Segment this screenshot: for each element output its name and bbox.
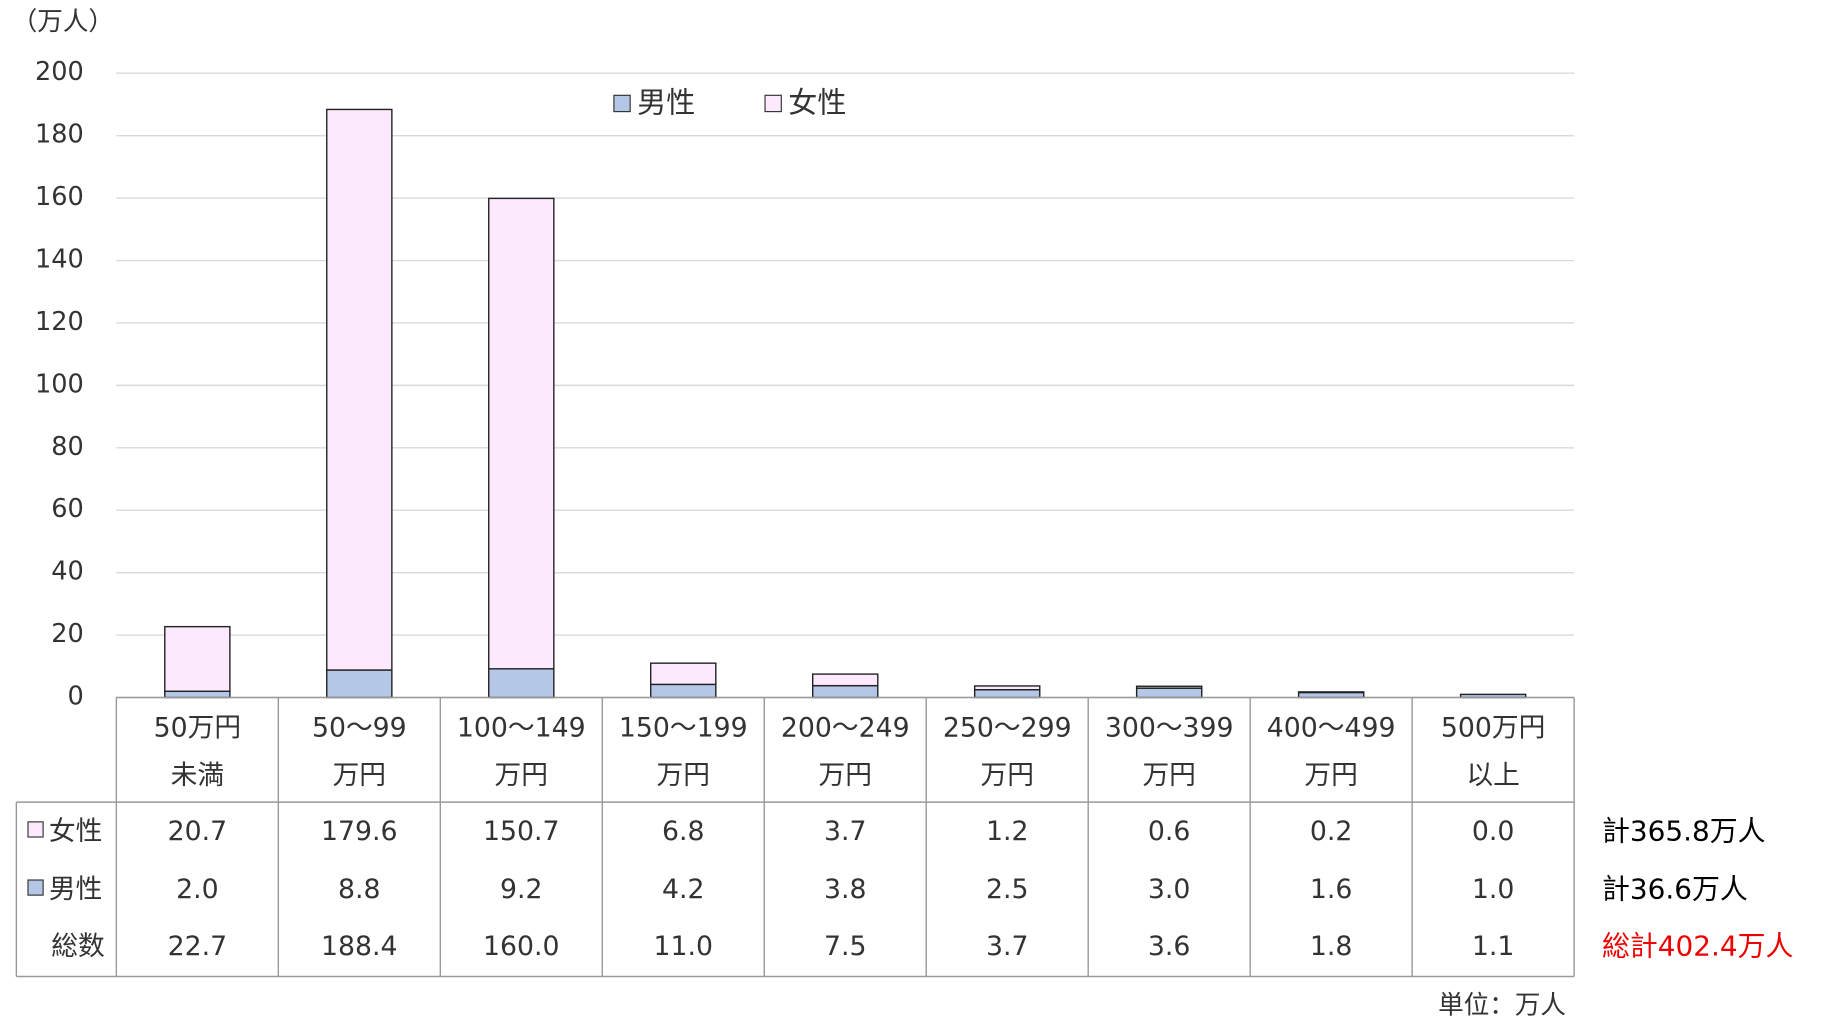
x-tick-label: 万円 — [980, 760, 1033, 791]
y-tick-label: 120 — [35, 307, 84, 337]
bar-segment — [488, 668, 555, 699]
bar-segment — [973, 688, 1041, 699]
table-value: 6.8 — [662, 816, 705, 847]
x-tick-label: 万円 — [1304, 760, 1357, 791]
x-tick-label: 500万円 — [1441, 712, 1545, 743]
x-tick-label: 300～399 — [1105, 712, 1234, 743]
row-total-note: 計36.6万人 — [1602, 872, 1748, 905]
y-tick-label: 20 — [51, 619, 84, 649]
x-tick-label: 250～299 — [943, 712, 1072, 743]
bar-segment — [1135, 687, 1203, 699]
unit-note: 単位：万人 — [1438, 991, 1566, 1021]
x-tick-label: 万円 — [333, 760, 386, 791]
table-value: 1.8 — [1310, 931, 1353, 962]
y-tick-label: 40 — [51, 557, 84, 587]
table-value: 160.0 — [483, 931, 560, 962]
x-tick-label: 万円 — [495, 760, 548, 791]
bar-segment — [1135, 685, 1203, 689]
y-axis-label: （万人） — [12, 7, 114, 37]
bar-segment — [488, 197, 555, 670]
table-value: 7.5 — [824, 931, 867, 962]
x-tick-label: 未満 — [171, 760, 224, 791]
y-tick-label: 80 — [51, 432, 84, 462]
bar-segment — [650, 662, 717, 686]
row-label: 総数 — [51, 931, 104, 962]
table-value: 2.0 — [176, 874, 219, 905]
table-value: 0.6 — [1148, 816, 1191, 847]
legend-label: 男性 — [637, 86, 695, 120]
y-tick-label: 160 — [35, 182, 84, 212]
grand-total-note: 総計402.4万人 — [1602, 929, 1793, 962]
table-legend-swatch — [27, 879, 44, 896]
x-tick-label: 400～499 — [1267, 712, 1396, 743]
table-value: 3.6 — [1148, 931, 1191, 962]
table-value: 179.6 — [321, 816, 398, 847]
table-value: 22.7 — [168, 931, 227, 962]
bar-segment — [811, 684, 879, 699]
table-value: 2.5 — [986, 874, 1029, 905]
legend-swatch — [764, 94, 782, 113]
table-value: 1.0 — [1472, 874, 1515, 905]
y-tick-label: 180 — [35, 120, 84, 150]
bar-segment — [326, 669, 393, 699]
y-tick-label: 140 — [35, 245, 84, 275]
bar-segment — [326, 108, 393, 671]
table-value: 1.1 — [1472, 931, 1515, 962]
x-tick-label: 50万円 — [154, 712, 241, 743]
x-tick-label: 万円 — [657, 760, 710, 791]
row-total-note: 計365.8万人 — [1602, 814, 1766, 847]
table-value: 3.8 — [824, 874, 867, 905]
bar-segment — [164, 690, 231, 699]
table-value: 8.8 — [338, 874, 381, 905]
x-tick-label: 100～149 — [457, 712, 586, 743]
x-tick-label: 以上 — [1466, 760, 1519, 791]
row-label: 女性 — [49, 816, 102, 847]
bar-segment — [1297, 691, 1365, 694]
bar-segment — [650, 683, 717, 699]
x-tick-label: 万円 — [819, 760, 872, 791]
table-value: 188.4 — [321, 931, 398, 962]
table-legend-swatch — [27, 821, 44, 838]
table-value: 150.7 — [483, 816, 560, 847]
y-tick-label: 200 — [35, 57, 84, 87]
legend-label: 女性 — [788, 86, 846, 120]
table-value: 3.0 — [1148, 874, 1191, 905]
table-value: 0.0 — [1472, 816, 1515, 847]
table-value: 0.2 — [1310, 816, 1353, 847]
table-value: 1.6 — [1310, 874, 1353, 905]
table-value: 20.7 — [168, 816, 227, 847]
bar-segment — [1297, 691, 1365, 699]
x-tick-label: 万円 — [1142, 760, 1195, 791]
bar-segment — [973, 685, 1041, 691]
table-value: 3.7 — [986, 931, 1029, 962]
y-tick-label: 60 — [51, 494, 84, 524]
y-tick-label: 0 — [68, 681, 84, 711]
y-tick-label: 100 — [35, 369, 84, 399]
table-value: 3.7 — [824, 816, 867, 847]
bar-segment — [164, 625, 231, 692]
table-value: 1.2 — [986, 816, 1029, 847]
table-value: 11.0 — [654, 931, 714, 962]
table-value: 4.2 — [662, 874, 705, 905]
legend-swatch — [613, 94, 631, 113]
x-tick-label: 150～199 — [619, 712, 748, 743]
bar-segment — [811, 673, 879, 687]
table-value: 9.2 — [500, 874, 543, 905]
row-label: 男性 — [49, 874, 102, 905]
x-tick-label: 200～249 — [781, 712, 910, 743]
x-tick-label: 50～99 — [312, 712, 407, 743]
